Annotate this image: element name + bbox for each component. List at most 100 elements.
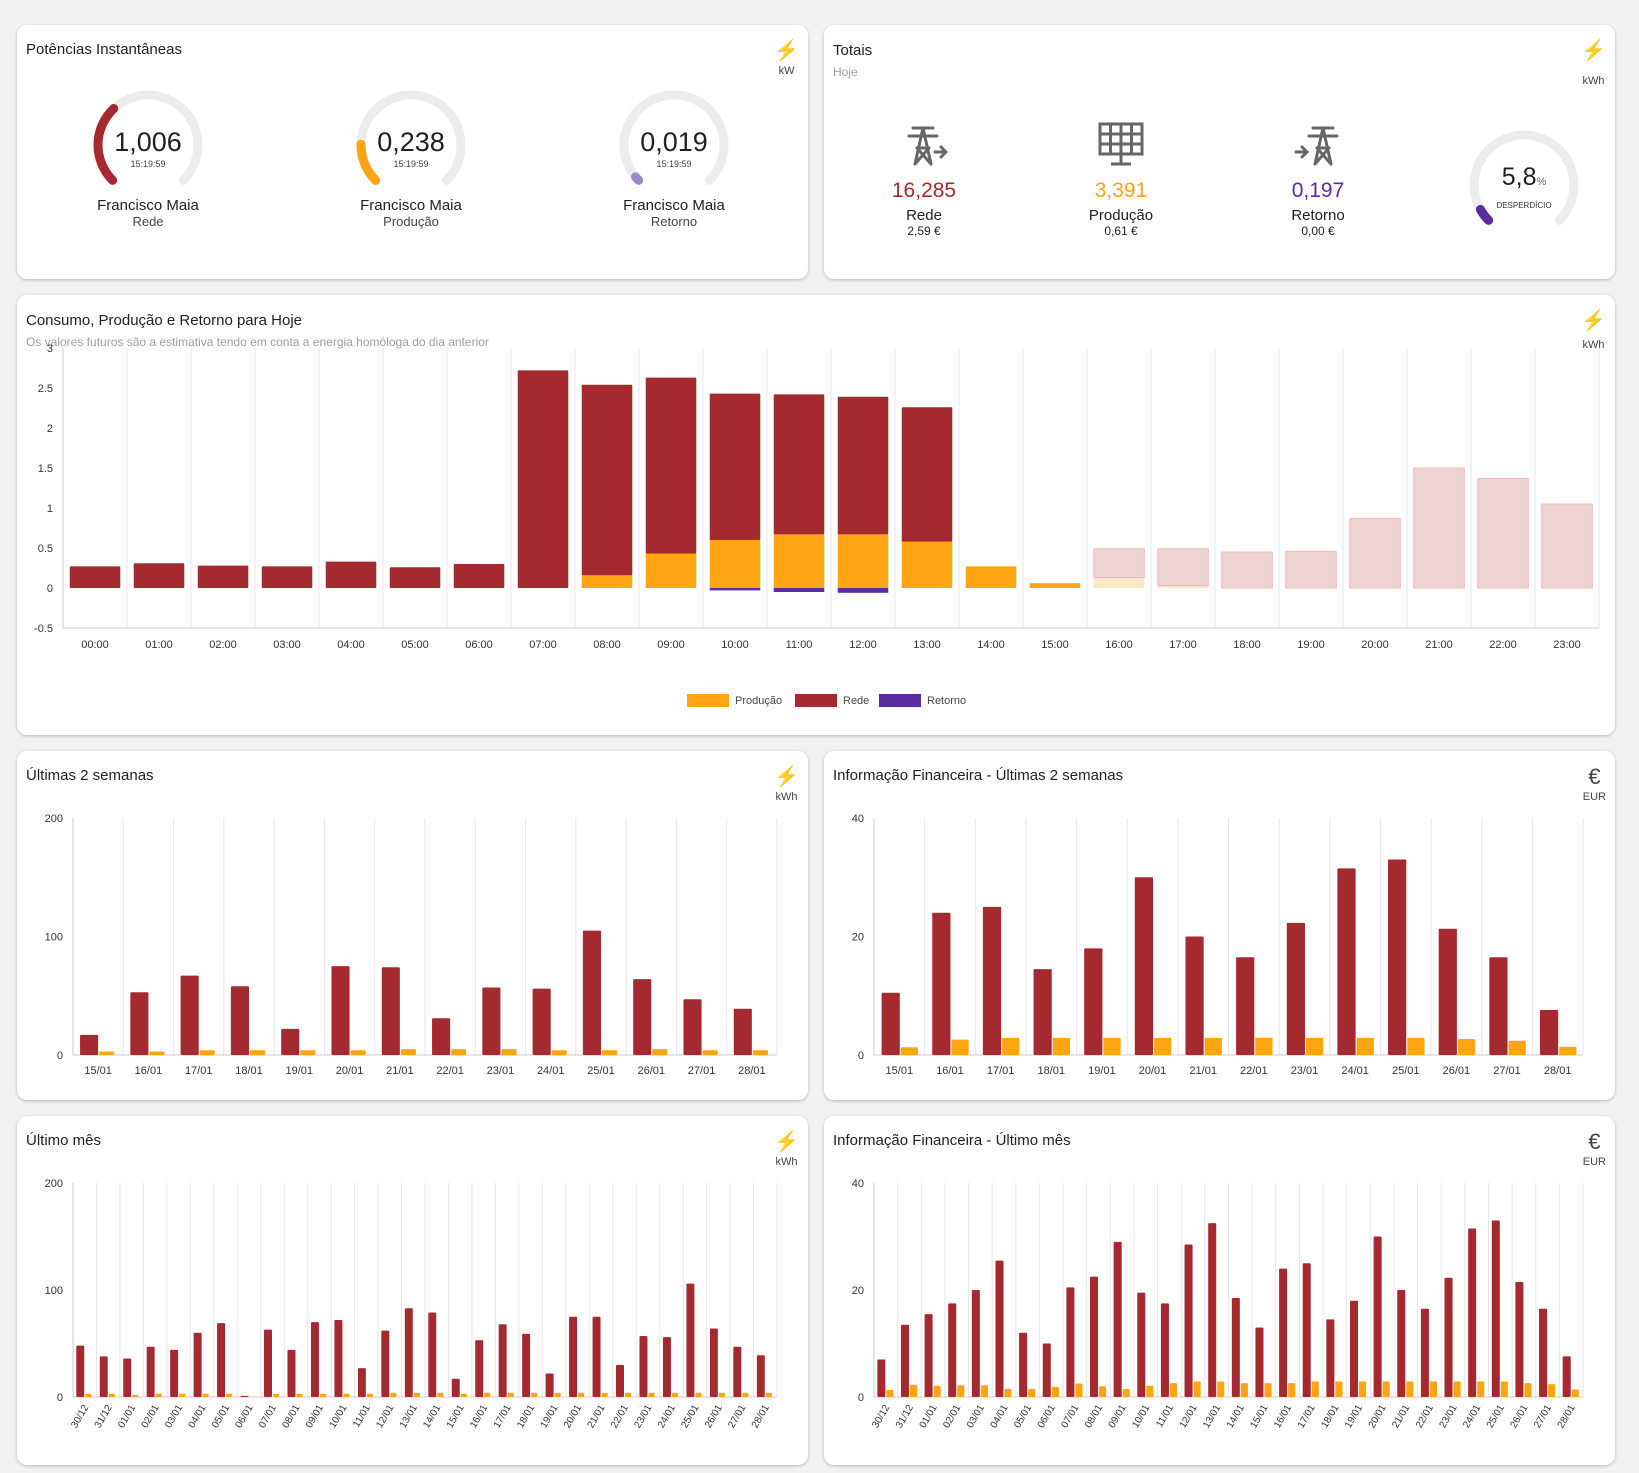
- bar-rede: [170, 1349, 179, 1397]
- euro-icon: €: [1588, 1129, 1601, 1154]
- x-tick-label: 05/01: [1012, 1403, 1034, 1431]
- bar-retorno: [837, 588, 889, 593]
- card-subtitle: Hoje: [833, 65, 858, 79]
- bar-rede: [453, 564, 505, 588]
- totais-card: Totais Hoje ⚡ kWh 16,285 Rede 2,59 € 3,3…: [824, 25, 1615, 279]
- unit-label: kWh: [775, 1156, 798, 1168]
- flash-icon: ⚡: [1581, 310, 1606, 332]
- bar-rede: [1184, 1244, 1193, 1397]
- bar-producao: [601, 1392, 608, 1397]
- bar-producao: [272, 1393, 280, 1397]
- gauge-rede[interactable]: 1,006 15:19:59 Francisco Maia Rede: [78, 83, 218, 229]
- bar-rede: [1019, 1332, 1028, 1397]
- bar-retorno: [773, 588, 825, 592]
- gauge-value: 1,006: [114, 127, 182, 157]
- x-tick-label: 18/01: [1319, 1403, 1341, 1431]
- x-tick-label: 26/01: [703, 1403, 725, 1431]
- bar-producao: [1122, 1388, 1130, 1397]
- card-title: Consumo, Produção e Retorno para Hoje: [26, 312, 302, 329]
- x-tick-label: 09/01: [304, 1403, 326, 1431]
- bar-producao: [1356, 1037, 1374, 1055]
- bar-rede: [1208, 1223, 1217, 1397]
- bar-rede: [1033, 969, 1052, 1055]
- bar-rede: [881, 992, 900, 1055]
- bar-producao: [1288, 1383, 1296, 1397]
- gauge-fill: [93, 104, 119, 185]
- bar-rede: [837, 396, 889, 535]
- total-producao[interactable]: 3,391 Produção 0,61 €: [1051, 120, 1191, 238]
- gauge-fill: [630, 172, 644, 185]
- bar-rede: [1221, 551, 1273, 589]
- total-retorno[interactable]: 0,197 Retorno 0,00 €: [1248, 120, 1388, 238]
- semanas-card: Últimas 2 semanas ⚡ kWh 200 100 0 15/01 16/0…: [17, 751, 808, 1100]
- bar-producao: [1335, 1381, 1343, 1397]
- bar-rede: [709, 1328, 718, 1397]
- bar-rede: [1326, 1319, 1335, 1397]
- unit-label: kWh: [775, 791, 798, 803]
- gauge-value: 0,238: [377, 127, 445, 157]
- total-cost: 0,61 €: [1104, 224, 1138, 238]
- x-tick-label: 10:00: [721, 639, 749, 651]
- bar-rede: [1137, 1292, 1146, 1397]
- y-tick-label: -0.5: [34, 623, 53, 635]
- x-tick-label: 15/01: [84, 1065, 112, 1077]
- bar-producao: [648, 1392, 655, 1397]
- total-rede[interactable]: 16,285 Rede 2,59 €: [854, 120, 994, 238]
- waste-label: DESPERDÍCIO: [1496, 201, 1552, 210]
- x-tick-label: 06/01: [234, 1403, 256, 1431]
- bar-producao: [602, 1050, 618, 1055]
- bar-rede: [633, 979, 652, 1055]
- bar-rede: [532, 988, 551, 1055]
- gauge-retorno[interactable]: 0,019 15:19:59 Francisco Maia Retorno: [604, 83, 744, 229]
- x-tick-label: 23/01: [1291, 1065, 1319, 1077]
- x-tick-label: 11/01: [351, 1403, 373, 1430]
- legend-label: Produção: [735, 695, 782, 707]
- bar-rede: [924, 1314, 933, 1397]
- bar-rede: [1468, 1228, 1477, 1397]
- gauge-producao[interactable]: 0,238 15:19:59 Francisco Maia Produção: [341, 83, 481, 229]
- x-tick-label: 23:00: [1553, 639, 1581, 651]
- x-tick-label: 17/01: [987, 1065, 1015, 1077]
- x-tick-label: 25/01: [679, 1403, 701, 1431]
- bar-producao: [1457, 1039, 1476, 1055]
- bar-rede: [230, 986, 249, 1055]
- bar-producao: [343, 1393, 350, 1397]
- x-tick-label: 03/01: [163, 1403, 185, 1431]
- x-tick-label: 24/01: [656, 1403, 678, 1431]
- bar-rede: [545, 1373, 554, 1397]
- x-tick-label: 28/01: [1544, 1065, 1572, 1077]
- bar-rede: [80, 1034, 99, 1055]
- y-tick-label: 100: [45, 932, 63, 944]
- bar-producao: [900, 1047, 919, 1055]
- bar-producao: [695, 1392, 702, 1397]
- x-tick-label: 13/01: [1201, 1403, 1223, 1431]
- bar-rede: [381, 1330, 390, 1397]
- bar-producao: [437, 1392, 444, 1397]
- x-tick-label: 13/01: [398, 1403, 420, 1431]
- bar-rede: [569, 1316, 578, 1397]
- semanas-chart: 200 100 0 15/01 16/01 17/01 18/01 19/01 20/01 21/…: [45, 813, 778, 1077]
- bar-rede: [69, 566, 121, 588]
- unit-label: EUR: [1582, 791, 1606, 803]
- unit-indicator: ⚡ kWh: [1581, 41, 1606, 87]
- total-value: 3,391: [1094, 179, 1148, 202]
- bar-rede: [389, 567, 441, 588]
- bar-rede: [1113, 1241, 1122, 1397]
- bar-rede: [217, 1323, 226, 1397]
- bar-rede: [592, 1316, 601, 1397]
- bar-producao: [1382, 1381, 1390, 1397]
- bar-producao: [155, 1393, 162, 1397]
- gauge-fill: [356, 139, 381, 185]
- bar-rede: [948, 1303, 957, 1397]
- waste-gauge[interactable]: 5,8% DESPERDÍCIO: [1454, 123, 1594, 231]
- card-title: Últimas 2 semanas: [26, 767, 154, 784]
- bar-producao: [718, 1392, 725, 1397]
- bar-rede: [1397, 1290, 1406, 1397]
- x-tick-label: 26/01: [1443, 1065, 1471, 1077]
- x-tick-label: 19/01: [539, 1403, 561, 1431]
- x-tick-label: 16/01: [135, 1065, 163, 1077]
- bar-rede: [432, 1018, 451, 1055]
- unit-indicator: € EUR: [1583, 1129, 1606, 1169]
- bar-producao: [460, 1393, 467, 1397]
- bar-producao: [709, 540, 761, 588]
